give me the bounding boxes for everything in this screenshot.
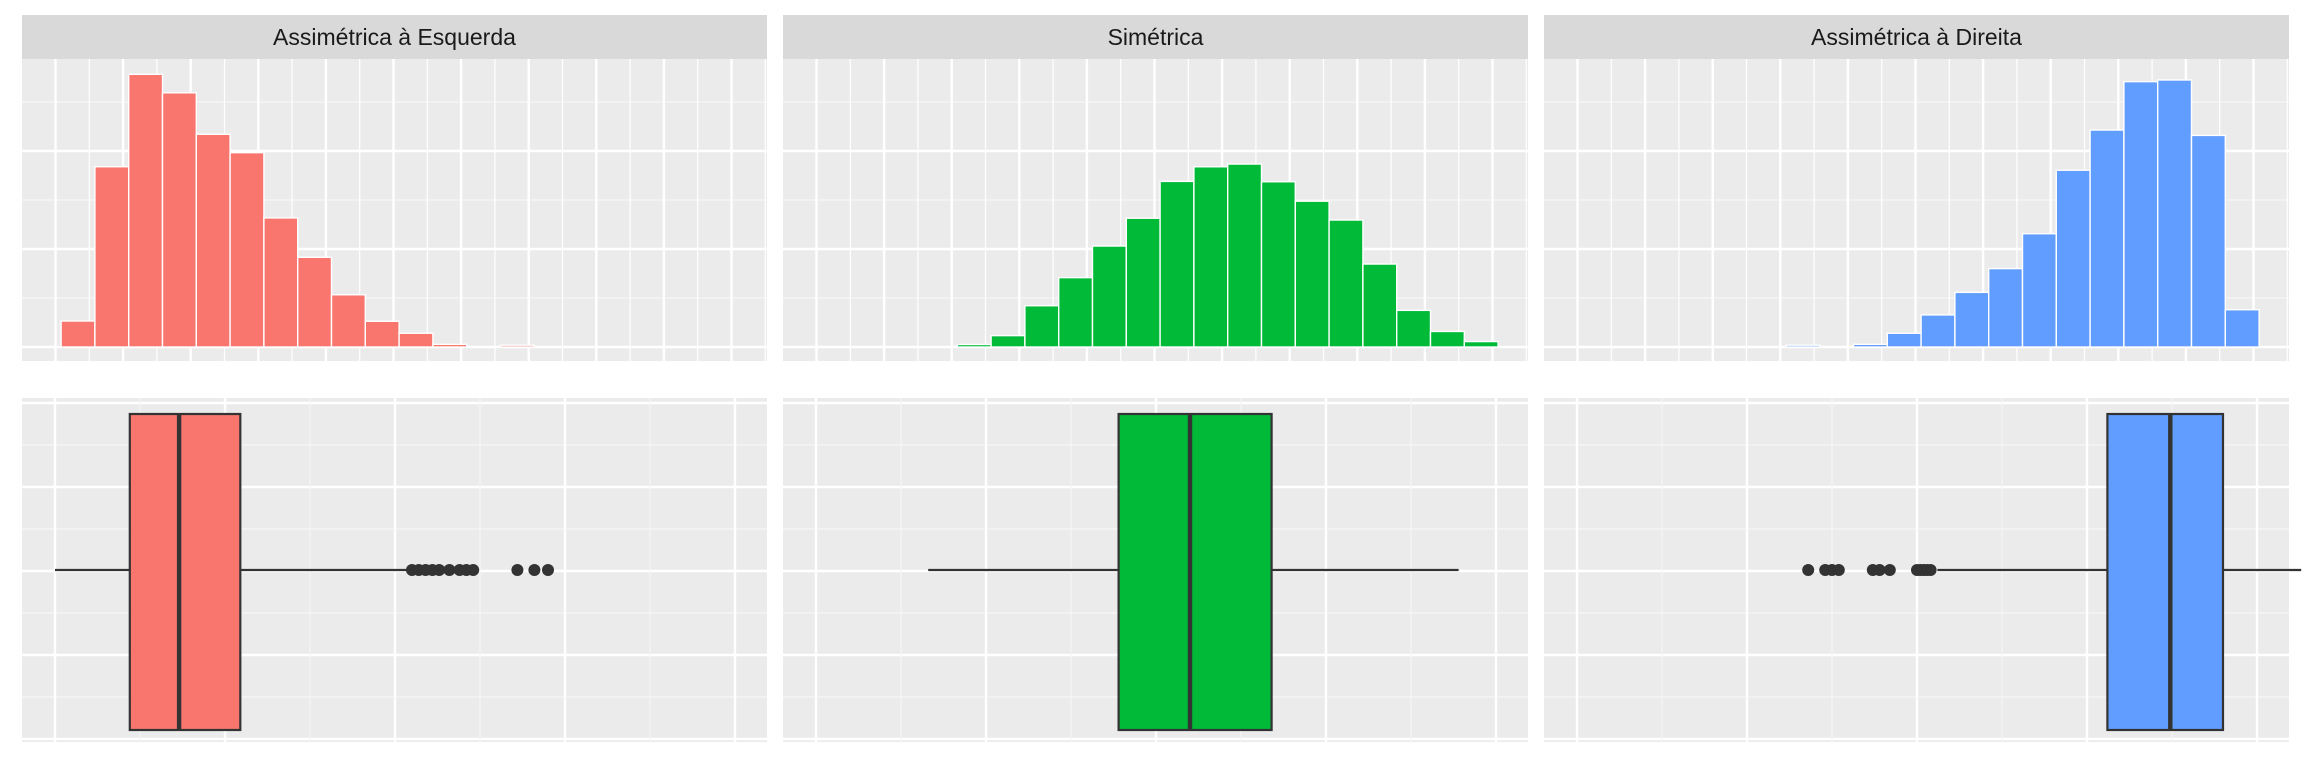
histogram-bar [1886,332,1922,348]
boxplot-outlier [1832,564,1845,576]
histogram-bar [2156,79,2193,348]
boxplot-box [128,412,242,732]
facet-strip [1544,15,2289,59]
histogram-bar [127,73,164,348]
histogram-bar [2123,80,2159,348]
boxplot-outlier [542,564,554,576]
histogram-bar [161,92,197,348]
histogram-bar [364,320,400,348]
histogram-bar [398,332,434,348]
histogram-bar [1785,344,1821,348]
facet-title: Simétrica [1108,24,1204,50]
facet-strip [22,15,767,59]
histogram-bar [330,294,366,348]
histogram-bar [499,344,535,348]
boxplot-box [2106,412,2225,732]
histogram-bar [1024,305,1060,348]
histogram-bar [2055,169,2091,348]
boxplot-outlier [467,564,480,576]
histogram-bar [1057,276,1094,348]
facet-title: Assimétrica à Direita [1811,24,2022,50]
histogram-bar [1463,340,1499,348]
histogram-bar [2190,134,2226,348]
boxplot-outlier [443,564,456,576]
boxplot-outlier [1802,564,1815,576]
histogram-bar [432,343,468,348]
histogram-bar [1125,217,1161,348]
histogram-bar [1852,343,1888,348]
boxplot-outlier [1924,564,1937,576]
histogram-bar [94,166,130,348]
facet-panel: Assimétrica à Esquerda [22,15,772,742]
histogram-bar [1091,245,1127,348]
histogram-bar [2089,129,2125,348]
histogram-bar [263,217,299,348]
boxplot-outlier [511,564,524,576]
boxplot-outlier [1873,564,1886,576]
histogram-bar [1987,267,2024,348]
histogram-bar [1954,291,1990,348]
histogram-bar [60,320,96,348]
facet-title: Assimétrica à Esquerda [273,24,516,50]
histogram-bar [1328,219,1364,348]
histogram-bar [1226,163,1263,348]
histogram-bar [1395,309,1432,348]
histogram-bar [1260,181,1296,348]
facet-panel: Assimétrica à Direita [1544,15,2302,742]
histogram-bar [1193,166,1229,348]
histogram-bar [1159,180,1195,348]
histogram-bar [229,151,265,348]
histogram-bar [2021,233,2057,348]
histogram-bar [990,334,1026,348]
boxplot-outlier [528,564,541,576]
boxplot-outlier [1883,564,1896,576]
boxplot-outlier [433,564,446,576]
facet-panel: Simétrica [783,15,1533,742]
histogram-bar [1429,330,1465,348]
histogram-bar [1294,200,1330,348]
histogram-bar [956,343,992,348]
boxplot-box [1117,412,1273,732]
histogram-bar [2224,309,2260,348]
histogram-bar [195,133,231,348]
histogram-bar [1362,263,1398,348]
facet-strip [783,15,1528,59]
histogram-bar [297,256,333,348]
histogram-bar [1920,314,1956,348]
